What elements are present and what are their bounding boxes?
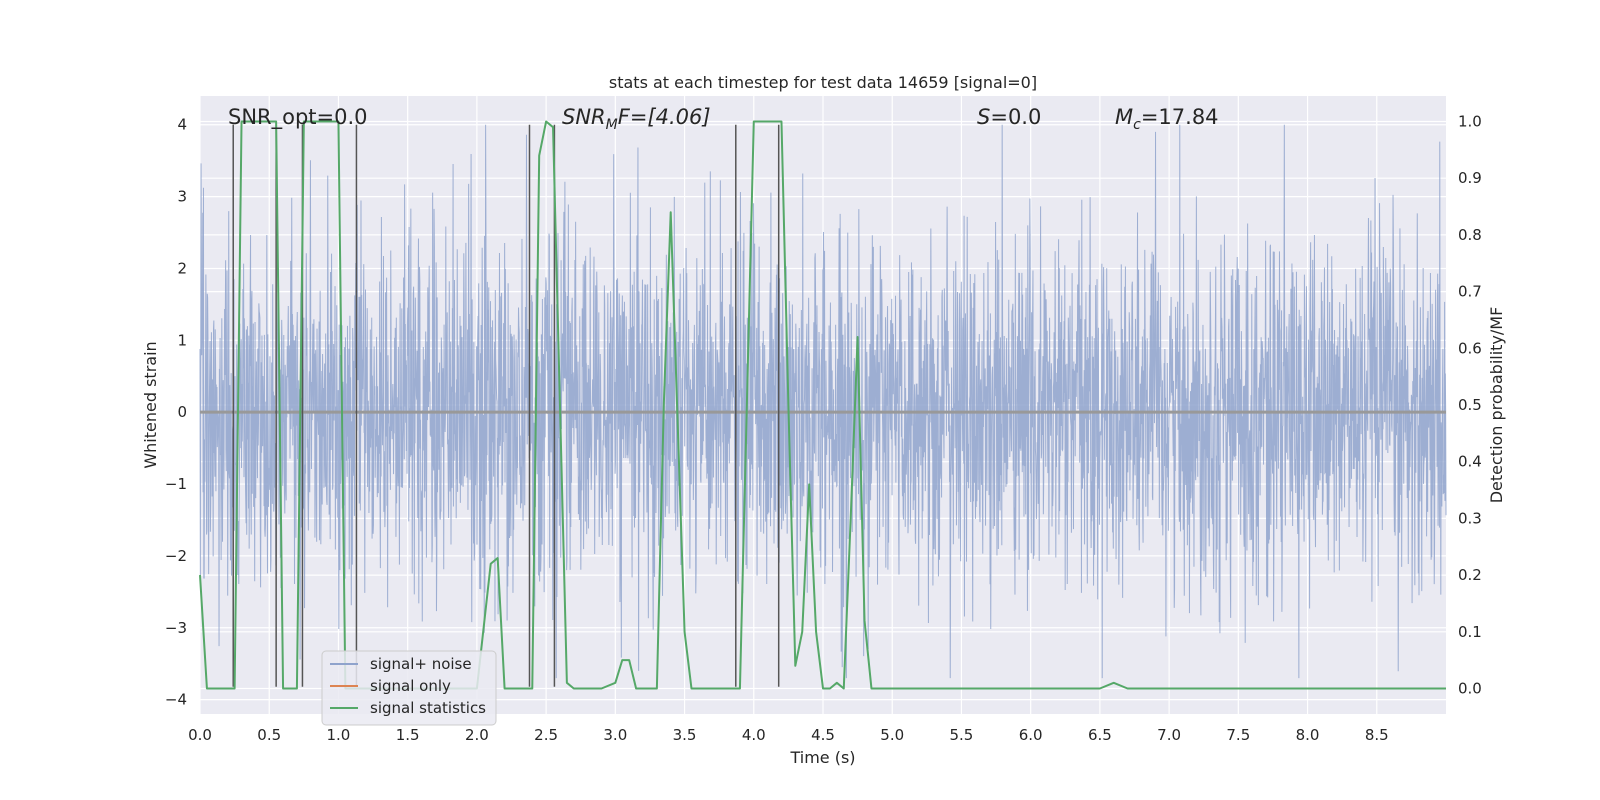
x-tick-label-0: 0.0 — [188, 726, 212, 744]
y-right-tick-label-2: 0.8 — [1458, 226, 1482, 244]
annotation-snr-mf: SNRMF=[4.06] — [562, 105, 711, 133]
y-left-tick-label-0: 4 — [177, 116, 187, 134]
x-tick-label-3: 1.5 — [396, 726, 420, 744]
legend-label-signal-only: signal only — [370, 677, 451, 695]
annotation-mc-base: M — [1115, 105, 1133, 129]
x-tick-label-4: 2.0 — [465, 726, 489, 744]
x-tick-labels: 0.0 0.5 1.0 1.5 2.0 2.5 3.0 3.5 4.0 4.5 5.0 5.5 6.0 6… — [188, 726, 1389, 744]
annotation-s: S=0.0 — [977, 105, 1041, 129]
legend-label-signal-noise: signal+ noise — [370, 655, 472, 673]
x-tick-label-16: 8.0 — [1296, 726, 1320, 744]
annotation-mc: Mc=17.84 — [1115, 105, 1219, 133]
legend-label-signal-statistics: signal statistics — [370, 699, 486, 717]
y-left-tick-label-5: −1 — [165, 475, 187, 493]
y-right-tick-label-8: 0.2 — [1458, 566, 1482, 584]
y-left-tick-label-3: 1 — [177, 331, 187, 349]
y-right-tick-labels: 1.0 0.9 0.8 0.7 0.6 0.5 0.4 0.3 0.2 0.1 0.0 — [1458, 113, 1482, 698]
x-tick-label-13: 6.5 — [1088, 726, 1112, 744]
annotation-s-rest: =0.0 — [990, 105, 1041, 129]
annotation-snr-mf-f: F=[4.06] — [618, 105, 711, 129]
y-left-tick-labels: 4 3 2 1 0 −1 −2 −3 −4 — [165, 116, 187, 709]
x-tick-label-10: 5.0 — [880, 726, 904, 744]
x-tick-label-6: 3.0 — [603, 726, 627, 744]
legend-box — [321, 650, 497, 726]
x-tick-label-7: 3.5 — [673, 726, 697, 744]
annotation-mc-rest: =17.84 — [1141, 105, 1219, 129]
y-right-axis-title: Detection probability/MF — [1487, 307, 1506, 504]
y-left-tick-label-6: −2 — [165, 547, 187, 565]
y-right-tick-label-0: 1.0 — [1458, 113, 1482, 131]
annotation-snr-mf-rest: F=[4.06] — [618, 105, 711, 129]
annotation-snr-mf-sub: M — [606, 117, 618, 133]
y-left-tick-label-4: 0 — [177, 403, 187, 421]
signal-statistics-series — [199, 120, 1446, 690]
x-tick-label-8: 4.0 — [742, 726, 766, 744]
y-left-tick-label-1: 3 — [177, 188, 187, 206]
x-tick-label-12: 6.0 — [1019, 726, 1043, 744]
y-left-tick-label-2: 2 — [177, 259, 187, 277]
y-right-tick-label-7: 0.3 — [1458, 509, 1482, 527]
x-tick-label-17: 8.5 — [1365, 726, 1389, 744]
signal-statistics-line — [199, 120, 1446, 690]
y-left-tick-label-8: −4 — [165, 691, 187, 709]
x-tick-label-15: 7.5 — [1226, 726, 1250, 744]
y-left-tick-label-7: −3 — [165, 619, 187, 637]
legend: signal+ noise signal only signal statist… — [321, 650, 497, 726]
y-right-tick-label-4: 0.6 — [1458, 339, 1482, 357]
y-right-tick-label-9: 0.1 — [1458, 623, 1482, 641]
y-right-tick-label-6: 0.4 — [1458, 453, 1482, 471]
annotation-s-base: S — [977, 105, 990, 129]
x-axis-title: Time (s) — [789, 748, 855, 767]
x-tick-label-9: 4.5 — [811, 726, 835, 744]
annotation-snr-opt: SNR_opt=0.0 — [228, 105, 368, 130]
signal-noise-series — [199, 124, 1447, 679]
chart-title: stats at each timestep for test data 146… — [609, 73, 1037, 92]
y-right-tick-label-5: 0.5 — [1458, 396, 1482, 414]
x-tick-label-11: 5.5 — [950, 726, 974, 744]
annotation-mc-sub: c — [1133, 117, 1141, 133]
x-tick-label-2: 1.0 — [327, 726, 351, 744]
annotation-snr-mf-base: SNR — [562, 105, 606, 129]
y-right-tick-label-1: 0.9 — [1458, 169, 1482, 187]
x-tick-label-14: 7.0 — [1157, 726, 1181, 744]
y-left-axis-title: Whitened strain — [141, 341, 160, 468]
x-tick-label-5: 2.5 — [534, 726, 558, 744]
x-tick-label-1: 0.5 — [257, 726, 281, 744]
y-right-tick-label-3: 0.7 — [1458, 283, 1482, 301]
signal-noise-line — [199, 124, 1447, 679]
y-right-tick-label-10: 0.0 — [1458, 679, 1482, 697]
